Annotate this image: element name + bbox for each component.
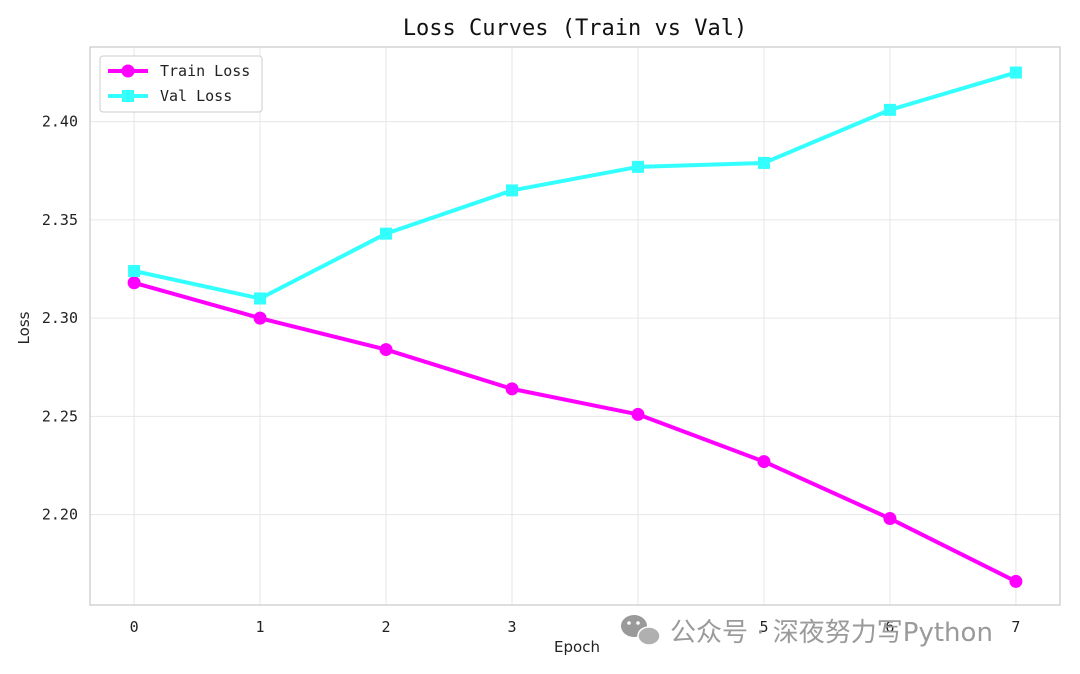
- legend-train-loss-marker: [121, 64, 135, 78]
- legend-train-loss-label: Train Loss: [160, 62, 250, 80]
- val-loss-point: [1009, 66, 1022, 79]
- y-tick-label: 2.20: [42, 506, 78, 524]
- x-tick-label: 7: [1011, 618, 1020, 636]
- train-loss-line: [132, 280, 1018, 584]
- train-loss-point: [757, 455, 771, 469]
- x-tick-label: 2: [382, 618, 391, 636]
- train-loss-point: [631, 407, 645, 421]
- chart-title: Loss Curves (Train vs Val): [403, 16, 747, 41]
- legend-val-loss-label: Val Loss: [160, 87, 232, 105]
- train-loss-point: [1009, 574, 1023, 588]
- wechat-icon: [621, 615, 661, 646]
- x-tick-label: 3: [507, 618, 516, 636]
- val-loss-point: [380, 227, 393, 240]
- legend: Train Loss Val Loss: [99, 55, 263, 113]
- val-loss-point: [506, 184, 519, 197]
- x-tick-label: 5: [759, 618, 768, 636]
- x-tick-label: 0: [130, 618, 139, 636]
- val-loss-point: [254, 292, 267, 305]
- series-group: [127, 66, 1023, 588]
- val-loss-point: [883, 103, 896, 116]
- y-tick-label: 2.30: [42, 309, 78, 327]
- y-tick-label: 2.40: [42, 113, 78, 131]
- plot-frame: [89, 46, 1061, 606]
- train-loss-point: [253, 311, 267, 325]
- y-tick-label: 2.35: [42, 211, 78, 229]
- y-tick-label: 2.25: [42, 407, 78, 425]
- x-tick-label: 6: [885, 618, 894, 636]
- watermark-text: 公众号 · 深夜努力写Python: [670, 618, 993, 648]
- x-axis-label: Epoch: [554, 638, 600, 656]
- legend-val-loss-marker: [122, 90, 134, 102]
- grid: [90, 47, 1060, 605]
- train-loss-point: [127, 276, 141, 290]
- ticks: 012345672.202.252.302.352.40: [42, 113, 1021, 636]
- y-axis-label: Loss: [15, 311, 33, 344]
- val-loss-point: [631, 160, 644, 173]
- watermark: 公众号 · 深夜努力写Python: [621, 615, 993, 648]
- val-loss-point: [757, 156, 770, 169]
- train-loss-point: [505, 382, 519, 396]
- val-loss-point: [128, 264, 141, 277]
- val-loss-line: [132, 70, 1018, 301]
- train-loss-point: [379, 343, 393, 357]
- train-loss-point: [883, 512, 897, 526]
- x-tick-label: 1: [256, 618, 265, 636]
